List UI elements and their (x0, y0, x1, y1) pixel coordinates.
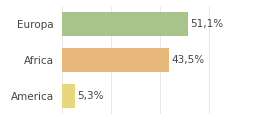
Text: 5,3%: 5,3% (77, 91, 104, 101)
Bar (62, 48, 169, 72)
Bar (62, 12, 188, 36)
Text: 51,1%: 51,1% (190, 19, 223, 29)
Bar (62, 84, 75, 108)
Text: 43,5%: 43,5% (171, 55, 204, 65)
